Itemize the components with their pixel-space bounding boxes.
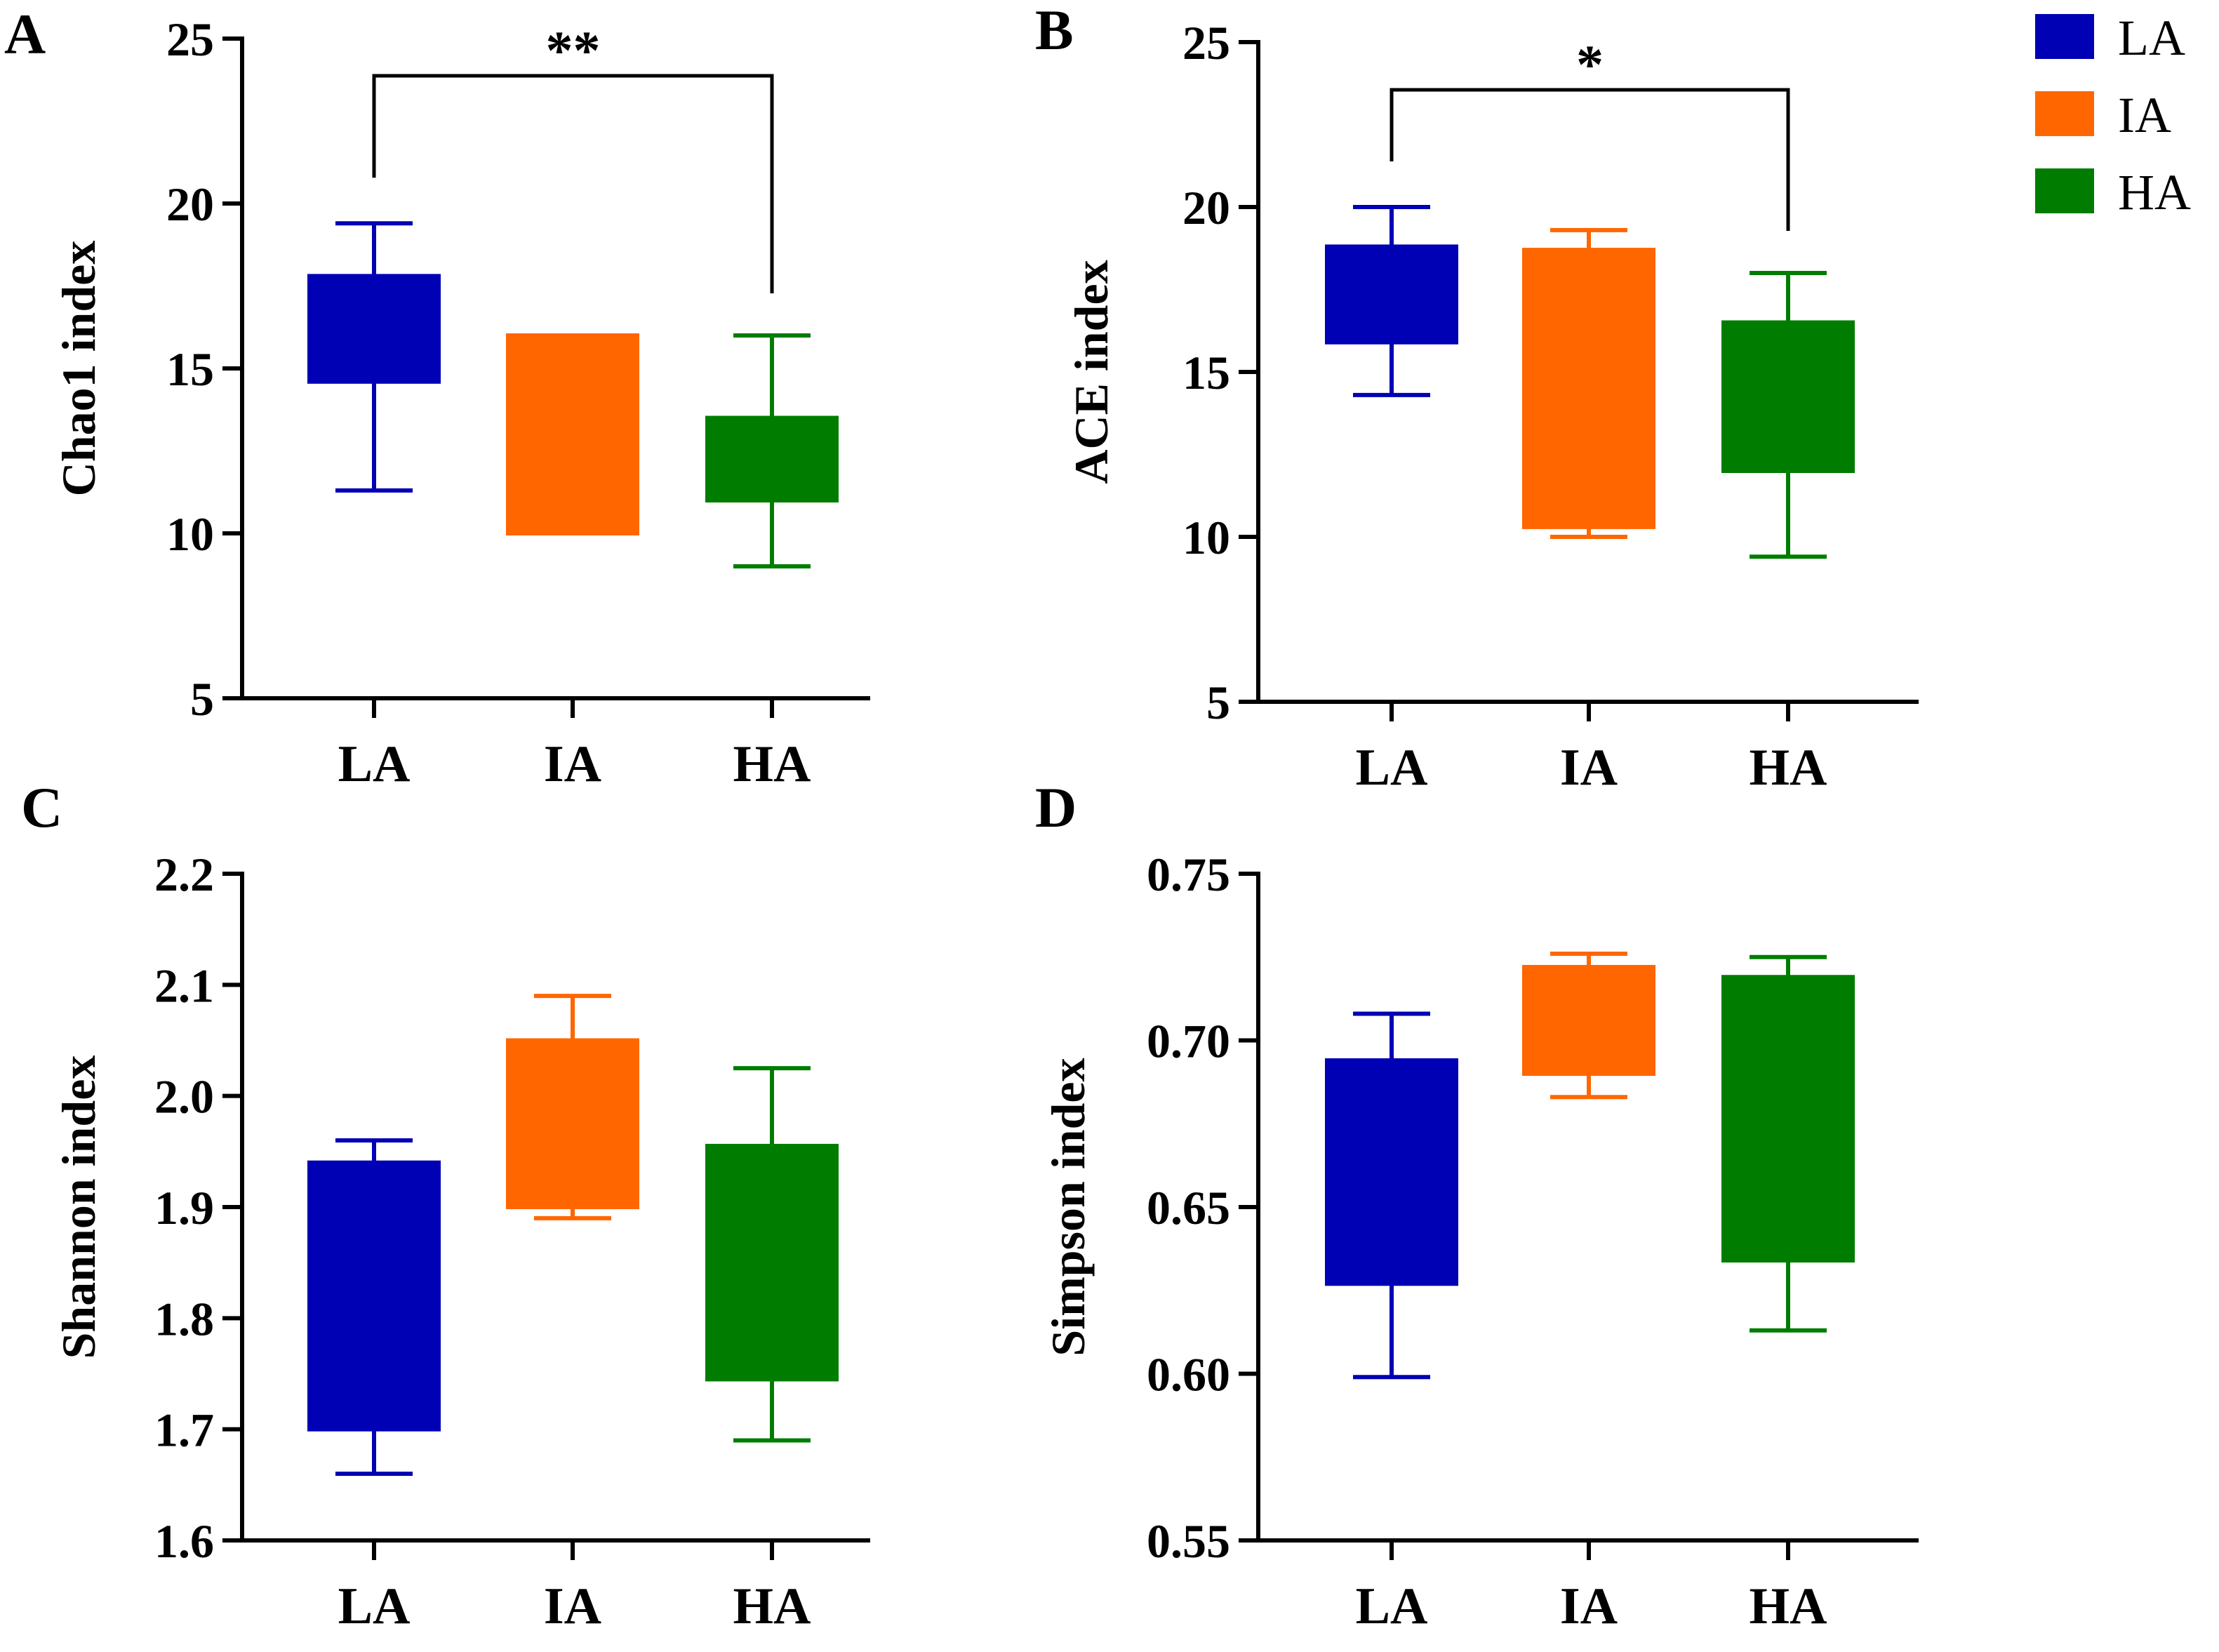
legend-swatch-la: [2035, 14, 2094, 59]
x-tick-label-b: HA: [1750, 739, 1827, 797]
x-tick-label-a: IA: [544, 735, 601, 793]
y-tick-label-a: 5: [190, 672, 214, 726]
panel-b: B ACE index 5 10 15 20 25 LA IA HA *: [1035, 0, 1919, 797]
y-tick-label-d: 0.55: [1147, 1514, 1230, 1568]
y-tick-label-c: 1.9: [154, 1181, 214, 1234]
y-tick-label-d: 0.60: [1147, 1348, 1230, 1401]
y-tick-label-a: 25: [166, 13, 214, 66]
box-c-ia: [506, 1038, 639, 1209]
y-tick-label-d: 0.65: [1147, 1181, 1230, 1234]
significance-label-a: **: [546, 20, 601, 81]
y-tick-label-c: 1.7: [154, 1404, 214, 1457]
legend-swatch-ia: [2035, 91, 2094, 136]
y-axis-label-a: Chao1 index: [52, 241, 105, 497]
box-a-ia: [506, 333, 639, 535]
y-tick-label-a: 20: [166, 178, 214, 231]
significance-bracket-b: [1390, 88, 1790, 231]
significance-bracket-a: [372, 74, 774, 293]
legend-item-ha: HA: [2035, 164, 2219, 220]
panel-letter-c: C: [21, 775, 62, 839]
legend-swatch-ha: [2035, 168, 2094, 213]
panel-a: A Chao1 index 5 10 15 20 25 LA IA HA **: [4, 2, 870, 793]
box-d-ia: [1522, 965, 1655, 1076]
box-a-ha: [705, 415, 839, 502]
y-tick-label-b: 20: [1182, 181, 1230, 234]
box-d-ha: [1721, 975, 1855, 1263]
box-a-la: [307, 274, 441, 384]
legend-label-la: LA: [2118, 10, 2185, 66]
x-tick-label-b: IA: [1560, 739, 1618, 797]
x-tick-label-c: HA: [733, 1578, 811, 1635]
y-tick-label-c: 2.2: [154, 848, 214, 901]
y-tick-label-c: 1.6: [154, 1514, 214, 1568]
y-axis-label-b: ACE index: [1065, 260, 1118, 484]
y-tick-label-b: 15: [1182, 346, 1230, 399]
y-tick-label-c: 1.8: [154, 1292, 214, 1345]
x-tick-label-a: HA: [733, 735, 811, 793]
legend-label-ia: IA: [2118, 87, 2171, 143]
panel-d: D Simpson index 0.55 0.60 0.65 0.70 0.75 LA IA HA: [1035, 775, 1919, 1635]
y-tick-label-b: 10: [1182, 511, 1230, 564]
panel-letter-a: A: [4, 2, 46, 66]
panel-letter-d: D: [1035, 775, 1077, 839]
box-b-ha: [1721, 320, 1855, 473]
legend-label-ha: HA: [2118, 164, 2191, 220]
legend-item-ia: IA: [2035, 87, 2219, 143]
y-tick-label-c: 2.1: [154, 959, 214, 1012]
y-tick-label-b: 25: [1182, 16, 1230, 69]
box-c-ha: [705, 1143, 839, 1382]
y-tick-label-c: 2.0: [154, 1070, 214, 1124]
x-tick-label-d: HA: [1750, 1578, 1827, 1635]
x-tick-label-b: LA: [1356, 739, 1428, 797]
x-tick-label-c: LA: [338, 1578, 411, 1635]
y-tick-label-d: 0.70: [1147, 1015, 1230, 1068]
box-c-la: [307, 1160, 441, 1432]
y-tick-label-d: 0.75: [1147, 848, 1230, 901]
significance-label-b: *: [1576, 34, 1604, 95]
y-tick-label-a: 15: [166, 342, 214, 396]
y-tick-label-b: 5: [1206, 676, 1230, 729]
legend-item-la: LA: [2035, 10, 2219, 66]
x-tick-label-d: IA: [1560, 1578, 1618, 1635]
x-tick-label-a: LA: [338, 735, 411, 793]
x-tick-label-c: IA: [544, 1578, 601, 1635]
y-tick-label-a: 10: [166, 507, 214, 561]
y-axis-label-d: Simpson index: [1041, 1058, 1095, 1356]
box-b-ia: [1522, 248, 1655, 529]
y-axis-label-c: Shannon index: [52, 1055, 105, 1359]
panel-c: C Shannon index 1.6 1.7 1.8 1.9 2.0 2.1 2.2 LA IA H…: [21, 775, 870, 1635]
panel-letter-b: B: [1035, 0, 1074, 62]
box-d-la: [1325, 1058, 1458, 1286]
box-b-la: [1325, 244, 1458, 345]
x-tick-label-d: LA: [1356, 1578, 1428, 1635]
